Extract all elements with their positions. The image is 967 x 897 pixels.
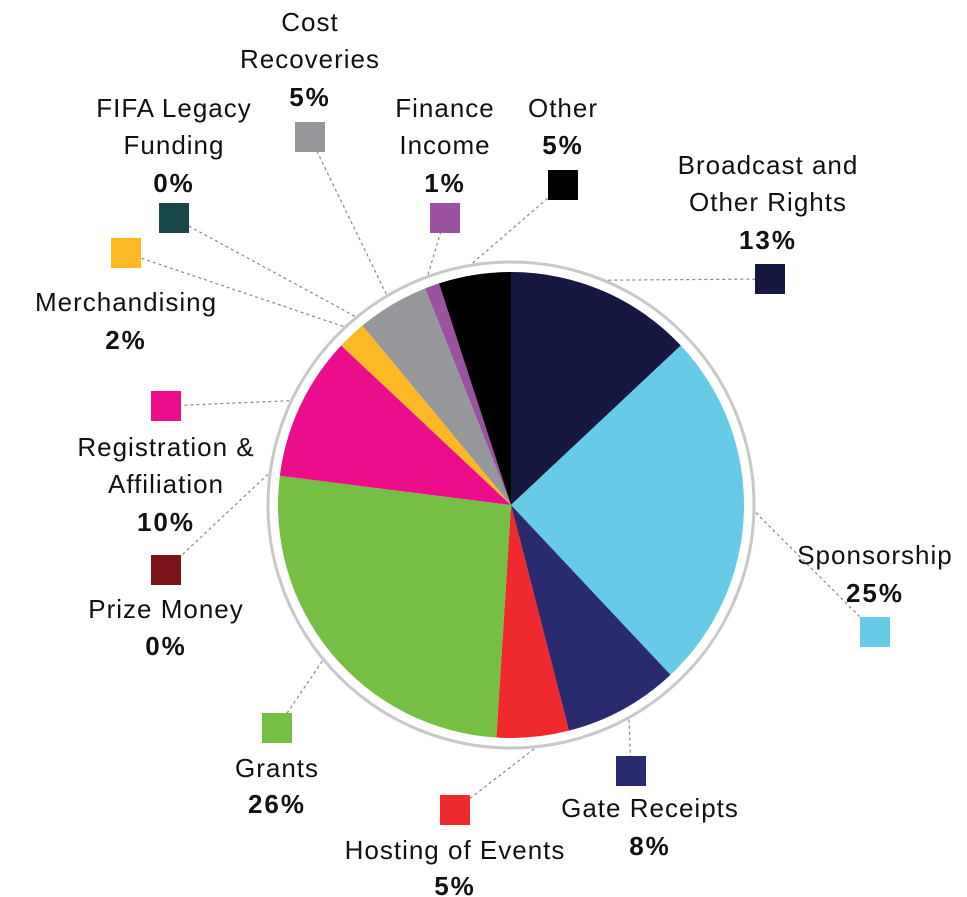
pie-slice xyxy=(511,345,745,675)
leader-line xyxy=(173,217,356,317)
legend-swatch xyxy=(159,203,189,233)
leader-line xyxy=(165,473,269,571)
legend-swatch xyxy=(111,238,141,268)
value-label: 2% xyxy=(105,325,147,355)
category-label: Merchandising xyxy=(34,287,218,317)
category-label: Prize Money xyxy=(88,594,244,624)
legend-swatch xyxy=(151,391,181,421)
category-label: Gate Receipts xyxy=(561,793,739,823)
category-label: FIFA Legacy Funding xyxy=(96,93,252,160)
legend-swatch xyxy=(262,713,292,743)
leader-line xyxy=(125,252,344,327)
legend-swatch xyxy=(440,795,470,825)
category-label: Broadcast and Other Rights xyxy=(677,150,859,217)
legend-swatch xyxy=(860,617,890,647)
pie-slice xyxy=(511,505,671,731)
pie-slice xyxy=(278,475,511,738)
value-label: 13% xyxy=(738,225,798,255)
category-label: Other xyxy=(527,93,599,123)
value-label: 10% xyxy=(136,507,196,537)
value-label: 26% xyxy=(247,789,307,819)
legend-swatch xyxy=(616,756,646,786)
leader-line xyxy=(309,136,387,295)
category-label: Registration & Affiliation xyxy=(77,432,255,499)
legend-swatch xyxy=(755,264,785,294)
leader-line xyxy=(755,512,876,633)
pie-slice xyxy=(279,345,511,505)
leader-line xyxy=(472,184,564,264)
legend-swatch xyxy=(295,122,325,152)
category-label: Finance Income xyxy=(395,93,495,160)
leader-line xyxy=(608,278,771,281)
value-label: 0% xyxy=(145,631,187,661)
value-label: 5% xyxy=(289,82,331,112)
pie-slice xyxy=(511,272,681,505)
pie-ring xyxy=(266,260,756,750)
pie-slice xyxy=(438,272,511,505)
value-label: 5% xyxy=(434,871,476,897)
category-label: Grants xyxy=(234,753,320,783)
pie-slice xyxy=(425,283,511,505)
legend-swatch xyxy=(548,170,578,200)
legend-swatch xyxy=(151,555,181,585)
value-label: 0% xyxy=(153,168,195,198)
category-label: Hosting of Events xyxy=(344,835,566,865)
pie-slice xyxy=(496,505,569,738)
value-label: 25% xyxy=(845,578,905,608)
category-label: Cost Recoveries xyxy=(239,7,381,74)
leader-line xyxy=(454,748,535,811)
category-label: Sponsorship xyxy=(797,540,953,570)
pie-slice xyxy=(341,325,511,505)
leader-line xyxy=(165,400,290,407)
pie-slice xyxy=(362,288,511,505)
value-label: 8% xyxy=(629,831,671,861)
legend-swatch xyxy=(430,203,460,233)
value-label: 1% xyxy=(424,168,466,198)
value-label: 5% xyxy=(542,130,584,160)
